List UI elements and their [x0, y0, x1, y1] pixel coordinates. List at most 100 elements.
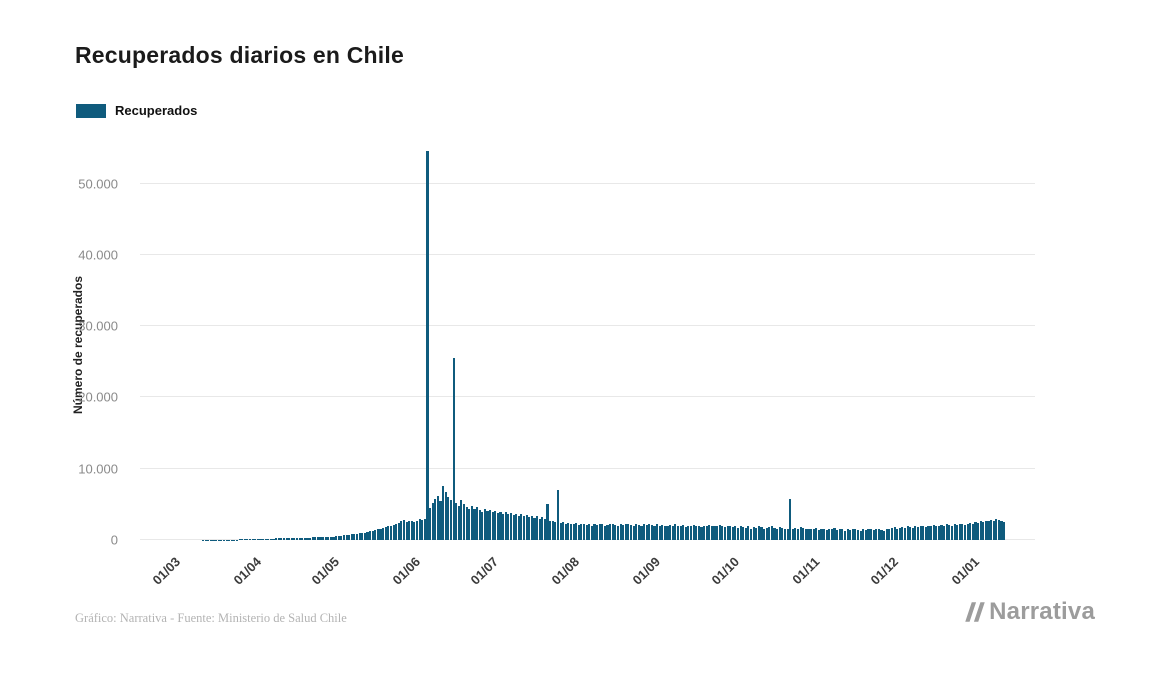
bar: [282, 538, 286, 540]
bar: [734, 525, 737, 540]
bar: [627, 524, 630, 540]
bar: [389, 525, 392, 540]
bar: [489, 510, 492, 540]
bar: [442, 485, 445, 540]
bar: [520, 514, 523, 540]
bar: [335, 536, 338, 540]
bar: [507, 514, 510, 540]
legend-label: Recuperados: [115, 103, 198, 118]
bar: [582, 524, 586, 540]
bar: [747, 526, 750, 540]
bar: [496, 512, 499, 540]
bar: [473, 509, 476, 540]
bar: [862, 529, 865, 540]
bar: [449, 500, 453, 540]
bar: [838, 529, 841, 540]
bar: [872, 530, 875, 540]
bar: [901, 527, 904, 540]
bar: [744, 527, 747, 540]
x-axis-tick-label: 01/05: [308, 554, 343, 588]
bar: [992, 520, 995, 540]
bar: [408, 520, 411, 540]
bar: [851, 528, 854, 540]
bar: [854, 529, 857, 540]
gridline: [140, 467, 1035, 469]
bar: [849, 530, 852, 540]
bar: [533, 517, 536, 540]
gridline: [140, 182, 1035, 184]
bar: [648, 523, 651, 540]
bar: [541, 517, 544, 540]
bar: [948, 525, 951, 540]
bar: [483, 509, 486, 540]
bar: [551, 521, 554, 540]
bar: [342, 535, 346, 540]
bar: [322, 537, 325, 540]
bar: [656, 524, 659, 540]
source-credit: Gráfico: Narrativa - Fuente: Ministerio …: [75, 611, 347, 625]
bar: [666, 526, 669, 540]
bar: [525, 515, 528, 540]
bar: [499, 511, 502, 540]
y-axis-tick-label: 40.000: [78, 247, 118, 263]
bar: [611, 523, 614, 540]
bar: [903, 527, 907, 540]
bar: [494, 510, 497, 540]
bar: [543, 519, 546, 540]
bar: [332, 536, 335, 540]
bar: [319, 537, 322, 540]
bar: [549, 520, 552, 540]
y-axis-tick-label: 10.000: [78, 461, 118, 477]
bar: [439, 500, 442, 540]
bar: [387, 526, 390, 540]
bar: [645, 525, 648, 540]
bar: [629, 525, 633, 540]
bar: [241, 539, 244, 540]
bar: [522, 516, 526, 540]
bars: [142, 148, 1007, 540]
bar: [517, 515, 520, 540]
bar: [890, 527, 893, 540]
bar: [632, 525, 635, 540]
bar: [807, 528, 810, 540]
x-axis-tick-label: 01/09: [629, 554, 664, 588]
bar: [739, 526, 742, 540]
bar: [958, 523, 961, 540]
bar: [963, 525, 967, 540]
bar: [298, 537, 301, 540]
bar: [275, 538, 278, 540]
bar: [781, 527, 784, 540]
bar: [556, 490, 559, 540]
bar: [303, 537, 306, 540]
bar: [802, 527, 805, 540]
bar: [254, 539, 257, 540]
bar: [374, 530, 377, 540]
gridline: [140, 396, 1035, 398]
bar: [893, 527, 896, 540]
bar: [538, 518, 541, 540]
bar: [682, 525, 685, 540]
bar: [990, 520, 993, 540]
brand-logo: Narrativa: [962, 598, 1095, 626]
bar: [316, 537, 319, 540]
bar: [622, 525, 625, 540]
bar: [650, 525, 653, 540]
bar: [911, 527, 914, 540]
bar: [768, 527, 771, 540]
bar: [478, 510, 481, 540]
bar: [836, 530, 839, 540]
bar: [692, 525, 695, 540]
bar: [512, 515, 515, 540]
bar: [708, 525, 711, 540]
bar: [635, 524, 638, 540]
bar: [778, 527, 781, 540]
bar: [799, 527, 802, 540]
bar: [436, 495, 439, 540]
gridline: [140, 253, 1035, 255]
bar: [676, 526, 680, 540]
bar: [864, 530, 867, 540]
bar: [663, 525, 666, 540]
bar: [502, 513, 505, 540]
bar: [705, 526, 708, 540]
bar: [580, 523, 583, 540]
